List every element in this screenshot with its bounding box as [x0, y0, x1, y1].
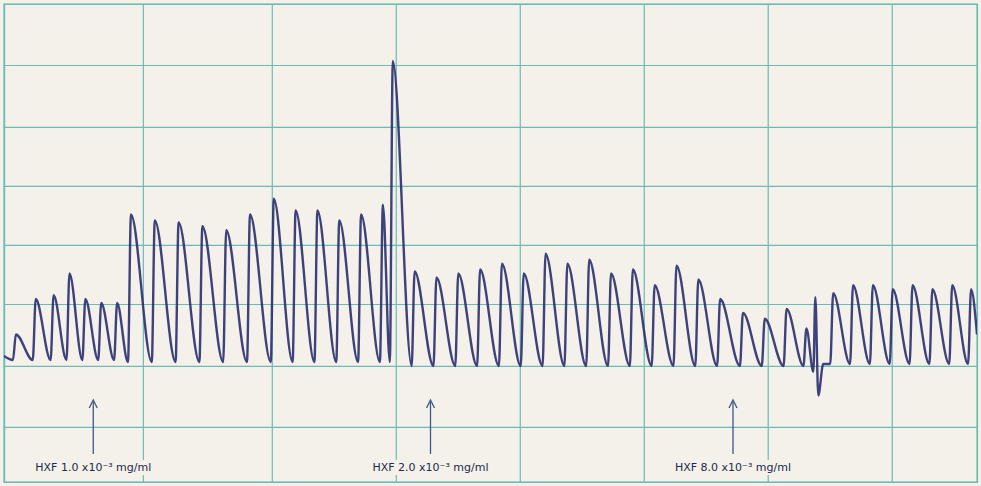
- tick: [644, 4, 645, 482]
- grid-line: [644, 4, 645, 482]
- grid-line: [4, 366, 977, 367]
- grid-line: [4, 304, 977, 305]
- grid-line: [143, 4, 144, 482]
- tick: [768, 4, 769, 482]
- paper: [0, 0, 981, 486]
- annotation-label: HXF 8.0 x10⁻³ mg/ml: [675, 461, 791, 474]
- grid-line: [520, 4, 521, 482]
- tick: [4, 65, 977, 66]
- tick: [4, 366, 977, 367]
- arrow-head: [729, 400, 737, 408]
- axis-line: [5, 4, 978, 483]
- tick: [4, 245, 977, 246]
- grid-line: [4, 427, 977, 428]
- trace: [4, 61, 977, 395]
- plot-area: [4, 61, 977, 395]
- x-axis: [5, 4, 978, 483]
- tick: [143, 4, 144, 482]
- grid-line: [4, 65, 977, 66]
- label-patch: [673, 460, 793, 475]
- annotation-label: HXF 1.0 x10⁻³ mg/ml: [35, 461, 151, 474]
- grid-line: [4, 245, 977, 246]
- grid-line: [892, 4, 893, 482]
- arrow-head: [426, 400, 434, 408]
- grid-line: [4, 186, 977, 187]
- label-patch: [33, 460, 153, 475]
- tick: [520, 4, 521, 482]
- annotations: HXF 1.0 x10⁻³ mg/ml HXF 2.0 x10⁻³ mg/ml HX…: [33, 400, 793, 475]
- tick: [4, 427, 977, 428]
- grid-line: [4, 127, 977, 128]
- axis-line: [5, 5, 978, 483]
- arrow: [732, 402, 733, 454]
- plot-frame: [4, 4, 977, 482]
- chart: HXF 1.0 x10⁻³ mg/ml HXF 2.0 x10⁻³ mg/ml HX…: [0, 0, 981, 486]
- annotation-label: HXF 2.0 x10⁻³ mg/ml: [372, 461, 488, 474]
- tick: [4, 304, 977, 305]
- tick: [4, 186, 977, 187]
- tick: [892, 4, 893, 482]
- y-axis: [4, 5, 977, 483]
- label-patch: [370, 460, 490, 475]
- tick: [4, 127, 977, 128]
- arrow: [430, 402, 431, 454]
- grid-line: [768, 4, 769, 482]
- arrow: [93, 402, 94, 454]
- arrow-head: [89, 400, 97, 408]
